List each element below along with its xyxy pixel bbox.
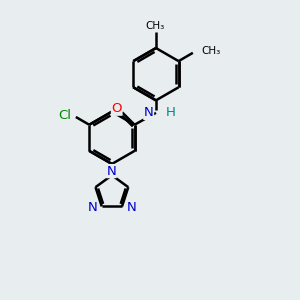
Text: Cl: Cl [58, 109, 71, 122]
Text: O: O [112, 102, 122, 115]
Text: H: H [166, 106, 175, 119]
Text: CH₃: CH₃ [146, 21, 165, 31]
Text: N: N [127, 201, 136, 214]
Text: N: N [106, 165, 116, 178]
Text: N: N [144, 106, 154, 119]
Text: CH₃: CH₃ [202, 46, 221, 56]
Text: N: N [88, 201, 97, 214]
